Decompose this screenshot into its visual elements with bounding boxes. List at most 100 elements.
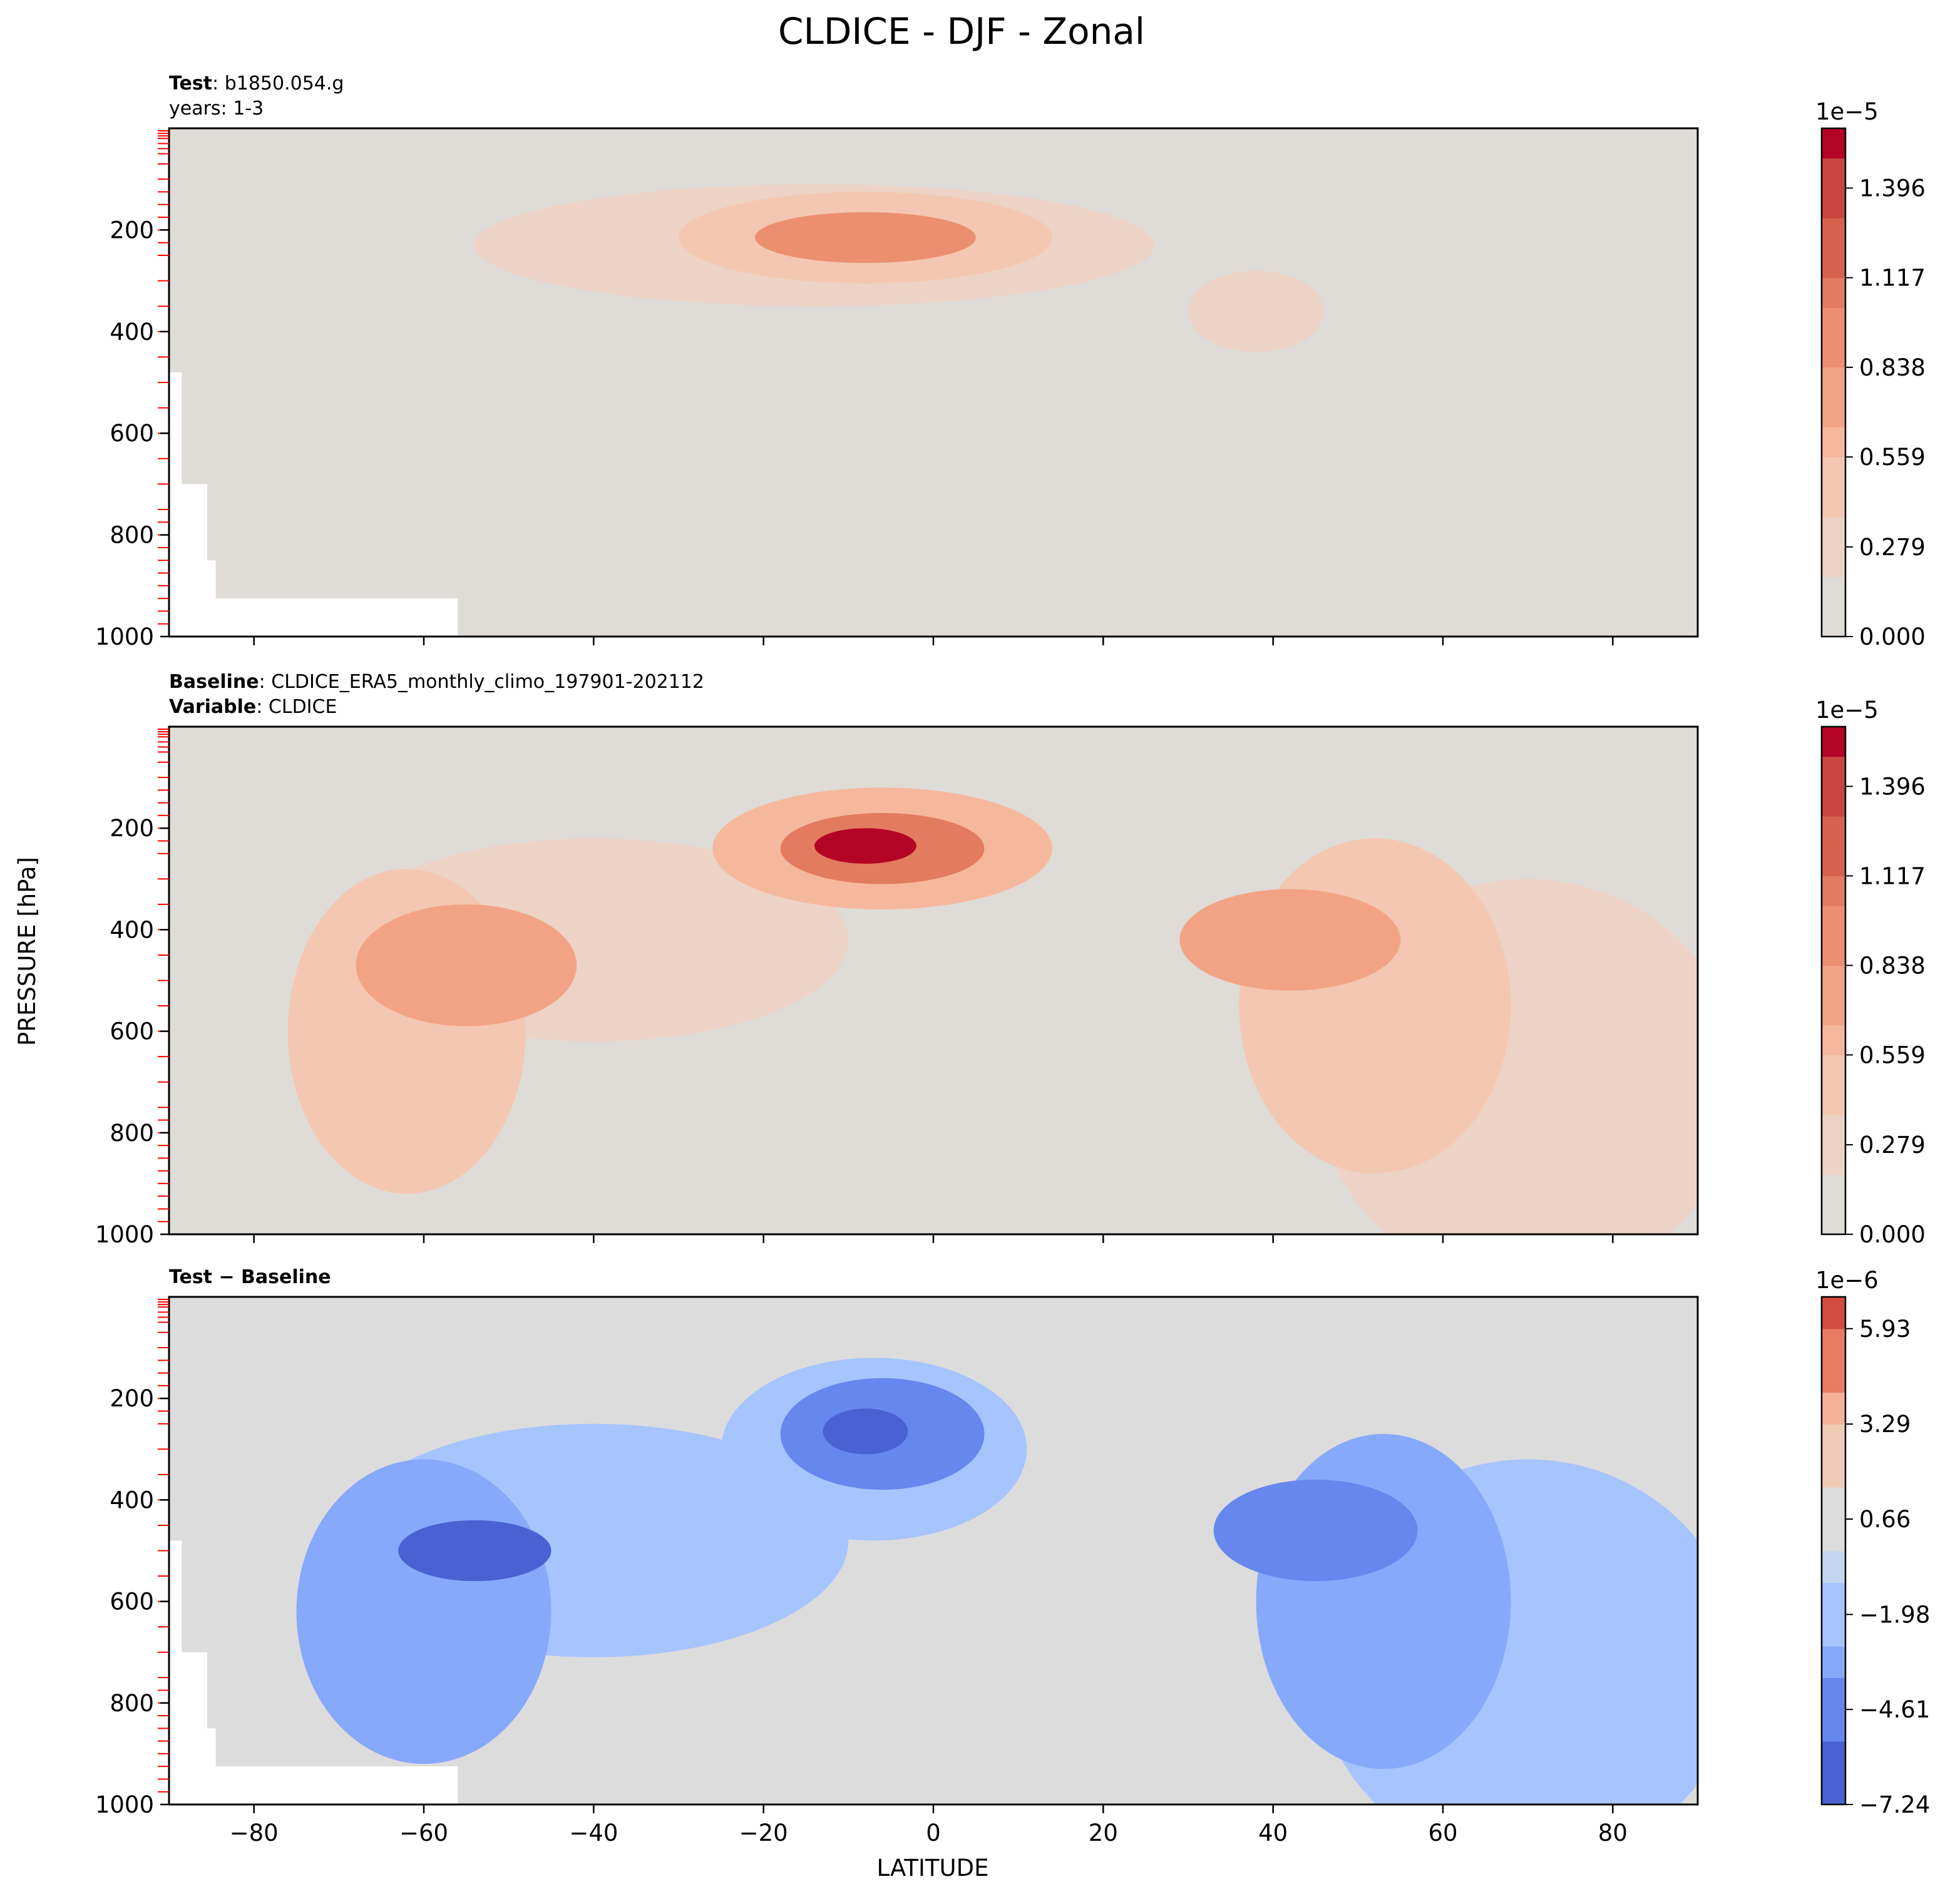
colorbar-segment — [1822, 277, 1845, 308]
x-tick-label: 40 — [1258, 1820, 1288, 1846]
model-level-markers — [158, 729, 169, 1222]
colorbar: −7.24 −4.61 −1.98 0.66 3.29 5.93 1e−6 — [1815, 1267, 1930, 1818]
colorbar-tick-label: −7.24 — [1859, 1791, 1930, 1818]
colorbar-segment — [1822, 1741, 1845, 1773]
colorbar-tick-label: 0.000 — [1859, 1221, 1926, 1248]
colorbar-segment — [1822, 1677, 1845, 1710]
colorbar-segment — [1822, 1392, 1845, 1425]
colorbar-segment — [1822, 397, 1845, 427]
contour-region — [1129, 270, 1554, 423]
panel-title-line: years: 1-3 — [169, 98, 264, 120]
colorbar-segment — [1822, 1204, 1845, 1235]
colorbar-tick-label: 3.29 — [1859, 1411, 1911, 1438]
colorbar-segment — [1822, 876, 1845, 906]
y-tick-label: 400 — [110, 916, 154, 943]
colorbar-segment — [1822, 1297, 1845, 1329]
colorbar-segment — [1822, 1518, 1845, 1552]
contour-region — [296, 1459, 552, 1764]
masked-region — [169, 1540, 458, 1804]
contour-region — [1022, 1366, 1049, 1375]
colorbar-segment — [1822, 906, 1845, 936]
contour-region — [814, 828, 916, 864]
colorbar-segment — [1822, 1709, 1845, 1742]
colorbar-tick-label: 0.559 — [1859, 444, 1926, 471]
contour-region — [1239, 838, 1511, 1174]
y-tick-label: 800 — [110, 1120, 154, 1147]
x-tick-label: 20 — [1089, 1820, 1118, 1846]
colorbar-segment — [1822, 965, 1845, 996]
colorbar-tick-label: −4.61 — [1859, 1696, 1930, 1723]
y-tick-label: 200 — [110, 1385, 154, 1412]
y-axis-label: PRESSURE [hPa] — [14, 857, 41, 1046]
colorbar-segment — [1822, 158, 1845, 188]
colorbar-segment — [1822, 1424, 1845, 1456]
masked-region — [169, 372, 458, 637]
y-tick-label: 1000 — [95, 623, 154, 650]
contour-region — [823, 1408, 908, 1455]
panel-title-line: Variable: CLDICE — [169, 696, 337, 718]
colorbar-segment — [1822, 727, 1845, 757]
y-tick-label: 1000 — [95, 1221, 154, 1248]
colorbar-segment — [1822, 1614, 1845, 1647]
colorbar-tick-label: 5.93 — [1859, 1316, 1911, 1343]
colorbar-frame — [1820, 725, 1847, 1236]
colorbar-segment — [1822, 1328, 1845, 1361]
colorbar-segment — [1822, 816, 1845, 847]
colorbar-segment — [1822, 935, 1845, 966]
colorbar-frame — [1820, 127, 1847, 638]
colorbar-segment — [1822, 1025, 1845, 1055]
x-tick-label: −40 — [569, 1820, 618, 1846]
colorbar-segment — [1822, 576, 1845, 607]
colorbar-tick-label: 0.559 — [1859, 1042, 1926, 1068]
colorbar-tick-label: 1.396 — [1859, 773, 1926, 800]
model-level-markers — [158, 1299, 169, 1793]
y-tick-label: 400 — [110, 319, 154, 346]
colorbar-segment — [1822, 367, 1845, 398]
contour-region — [1213, 1479, 1418, 1582]
colorbar-segment — [1822, 786, 1845, 817]
colorbar-segment — [1822, 457, 1845, 488]
colorbar-segment — [1822, 188, 1845, 218]
y-tick-label: 200 — [110, 815, 154, 842]
x-tick-label: −20 — [739, 1820, 788, 1846]
y-tick-label: 600 — [110, 1018, 154, 1045]
x-tick-label: −60 — [399, 1820, 448, 1846]
colorbar-segment — [1822, 1487, 1845, 1520]
colorbar: 0.000 0.279 0.559 0.838 1.117 1.396 1e−5 — [1815, 697, 1926, 1248]
x-tick-label: −80 — [230, 1820, 279, 1846]
y-tick-label: 800 — [110, 522, 154, 549]
colorbar-tick-label: 1.117 — [1859, 862, 1926, 889]
colorbar-segment — [1822, 517, 1845, 548]
contour-region — [398, 1520, 552, 1582]
contour-region — [1179, 889, 1401, 991]
panel-test: Test: b1850.054.g years: 1-3 200 400 600 800 1… — [95, 73, 1926, 650]
contour-field — [169, 1297, 1698, 1804]
colorbar-tick-label: 0.66 — [1859, 1506, 1911, 1533]
colorbar-segment — [1822, 1115, 1845, 1145]
colorbar: 0.000 0.279 0.559 0.838 1.117 1.396 1e−5 — [1815, 98, 1926, 650]
colorbar-segment — [1822, 218, 1845, 248]
colorbar-segment — [1822, 1055, 1845, 1085]
x-axis-label: LATITUDE — [877, 1855, 989, 1881]
colorbar-tick-label: 0.279 — [1859, 1132, 1926, 1159]
contour-field — [169, 128, 1698, 637]
contour-region — [755, 212, 976, 264]
panel-baseline: Baseline: CLDICE_ERA5_monthly_climo_1979… — [95, 671, 1926, 1248]
colorbar-tick-label: 0.838 — [1859, 952, 1926, 979]
contour-region — [1188, 270, 1325, 352]
colorbar-tick-label: 1.117 — [1859, 265, 1926, 292]
colorbar-segment — [1822, 756, 1845, 787]
contour-region — [356, 904, 577, 1026]
colorbar-segment — [1822, 1582, 1845, 1615]
colorbar-segment — [1822, 128, 1845, 159]
colorbar-segment — [1822, 1455, 1845, 1488]
figure-title: CLDICE - DJF - Zonal — [778, 10, 1145, 53]
colorbar-exponent: 1e−5 — [1815, 98, 1879, 125]
colorbar-segment — [1822, 1360, 1845, 1393]
colorbar-exponent: 1e−6 — [1815, 1267, 1879, 1294]
colorbar-segment — [1822, 995, 1845, 1026]
x-tick-label: 60 — [1428, 1820, 1457, 1846]
y-tick-label: 200 — [110, 217, 154, 243]
